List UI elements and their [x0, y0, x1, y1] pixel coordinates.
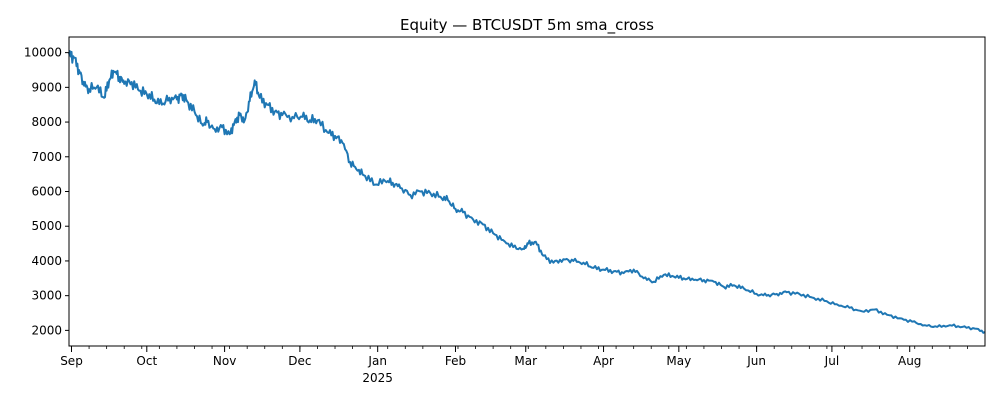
y-tick-label: 9000 [31, 80, 62, 94]
x-tick-label: Mar [514, 354, 537, 368]
x-tick-label: Oct [136, 354, 157, 368]
x-tick-sublabel: 2025 [362, 371, 393, 385]
y-tick-label: 3000 [31, 289, 62, 303]
x-tick-label: Jan [367, 354, 387, 368]
y-tick-label: 10000 [24, 46, 62, 60]
x-tick-label: Jun [746, 354, 766, 368]
x-tick-label: Aug [898, 354, 921, 368]
y-tick-label: 6000 [31, 185, 62, 199]
x-tick-label: May [666, 354, 691, 368]
y-tick-label: 5000 [31, 219, 62, 233]
x-tick-label: Dec [288, 354, 311, 368]
y-tick-label: 4000 [31, 254, 62, 268]
chart-title: Equity — BTCUSDT 5m sma_cross [400, 16, 654, 35]
y-tick-label: 7000 [31, 150, 62, 164]
x-axis: Sep Oct Nov Dec Jan 2025 Feb Mar Apr May Jun Jul Aug [60, 346, 921, 385]
y-axis: 2000 3000 4000 5000 6000 7000 8000 9000 10000 [24, 46, 69, 337]
plot-frame [68, 36, 986, 347]
y-tick-label: 8000 [31, 115, 62, 129]
x-tick-label: Apr [593, 354, 614, 368]
x-tick-label: Sep [60, 354, 83, 368]
equity-line [68, 50, 986, 334]
y-tick-label: 2000 [31, 323, 62, 337]
x-tick-label: Feb [445, 354, 466, 368]
x-tick-label: Jul [824, 354, 839, 368]
x-tick-label: Nov [213, 354, 236, 368]
